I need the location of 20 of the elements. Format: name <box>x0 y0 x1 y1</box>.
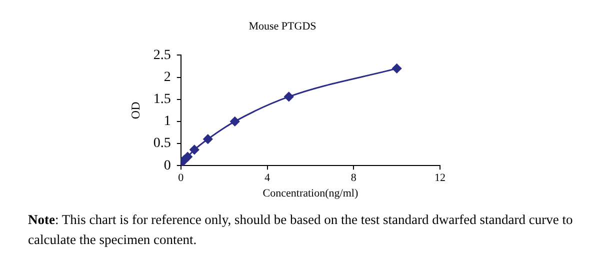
point <box>392 64 402 74</box>
y-tick-label: 0.5 <box>153 136 171 152</box>
y-tick-label: 2.5 <box>153 48 171 63</box>
y-axis-title: OD <box>128 101 142 120</box>
x-tick-label: 8 <box>350 172 357 184</box>
point <box>230 116 240 126</box>
text: Note: This chart is for reference only, should be based on the test standard dwarfed standard curve to calculate the specimen content. <box>28 212 573 247</box>
y-tick-label: 2 <box>164 70 171 85</box>
y-tick-label: 1.5 <box>153 92 171 108</box>
chart-title: Mouse PTGDS <box>248 20 316 32</box>
y-tick-label: 1 <box>164 114 171 130</box>
point <box>284 92 294 102</box>
x-tick-label: 4 <box>264 172 271 184</box>
y-tick-label: 0 <box>164 158 171 174</box>
point <box>182 152 192 162</box>
x-tick-label: 0 <box>178 172 184 184</box>
x-axis-title: Concentration(ng/ml) <box>262 187 358 200</box>
x-tick-label: 12 <box>434 172 446 184</box>
point <box>203 134 213 144</box>
point <box>190 144 200 154</box>
